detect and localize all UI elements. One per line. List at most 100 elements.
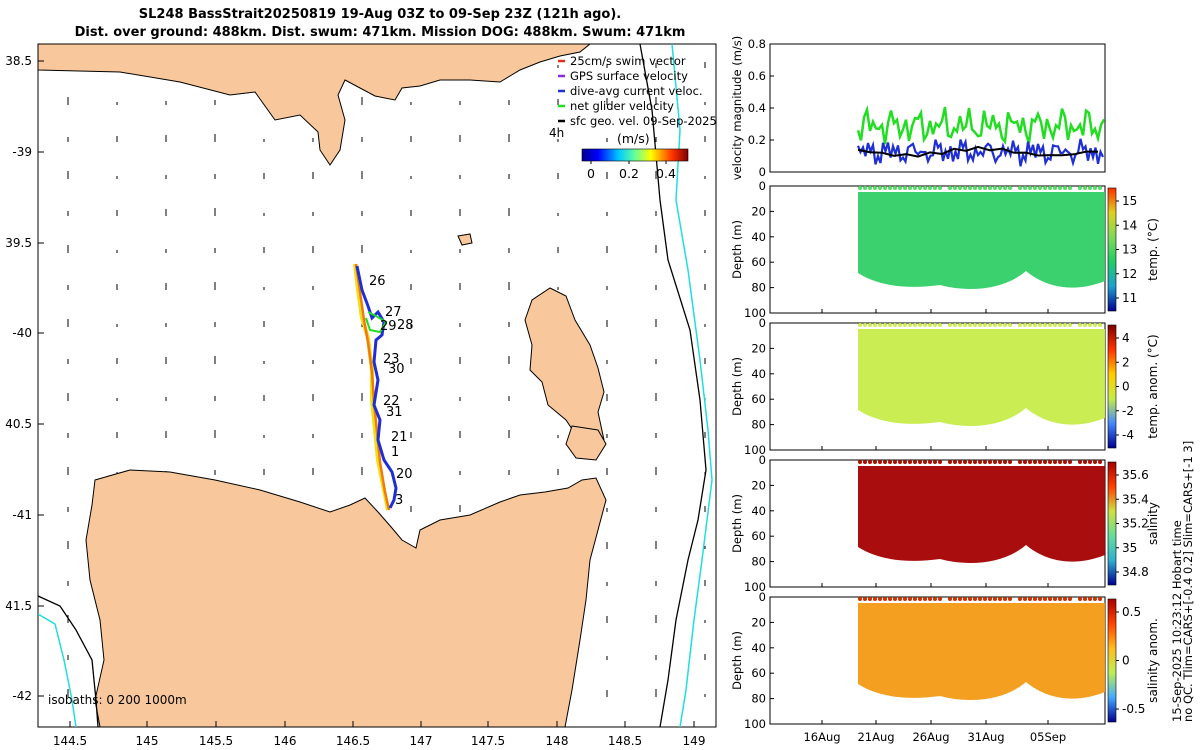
surface-sample-dot	[1098, 597, 1102, 601]
surface-sample-dot	[878, 597, 882, 601]
surface-sample-dot	[883, 597, 887, 601]
surface-sample-dot	[963, 186, 967, 190]
depth-tick-label: 100	[744, 443, 766, 457]
depth-tick-label: 100	[744, 580, 766, 594]
surface-sample-dot	[1008, 460, 1012, 464]
surface-sample-dot	[983, 186, 987, 190]
colorbar-tick-label: -4	[1122, 428, 1134, 442]
surface-sample-dot	[883, 460, 887, 464]
surface-sample-dot	[1093, 323, 1097, 327]
surface-sample-dot	[1048, 460, 1052, 464]
colorbar-tick-label: 35	[1122, 541, 1137, 555]
colorbar-tick-label: 35.4	[1122, 492, 1149, 506]
surface-sample-dot	[918, 597, 922, 601]
map-x-tick-label: 145	[136, 734, 159, 748]
surface-sample-dot	[858, 186, 862, 190]
map-y-tick-label: -39	[12, 145, 32, 159]
velocity-y-tick-label: 0	[759, 165, 766, 179]
surface-sample-dot	[988, 460, 992, 464]
surface-sample-dot	[1043, 323, 1047, 327]
map-x-tick-label: 147	[410, 734, 433, 748]
depth-section-fill	[858, 329, 1105, 426]
isobath-1000m	[671, 44, 713, 727]
surface-sample-dot	[983, 460, 987, 464]
surface-sample-dot	[988, 186, 992, 190]
depth-tick-label: 0	[759, 179, 766, 193]
surface-sample-dot	[973, 597, 977, 601]
depth-tick-label: 20	[751, 341, 766, 355]
surface-sample-dot	[1018, 597, 1022, 601]
track-day-label: 20	[396, 467, 413, 482]
surface-sample-dot	[858, 323, 862, 327]
velocity-y-tick-label: 0.8	[748, 37, 766, 51]
map-y-tick-label: -42	[12, 689, 32, 703]
cape-barren-island	[565, 425, 607, 461]
surface-sample-dot	[998, 323, 1002, 327]
surface-sample-dot	[1003, 460, 1007, 464]
surface-sample-dot	[888, 597, 892, 601]
surface-sample-dot	[1023, 460, 1027, 464]
surface-sample-dot	[1093, 186, 1097, 190]
isobath-200m	[639, 44, 707, 727]
date-tick-label: 21Aug	[857, 730, 894, 744]
track-day-label: 23	[383, 352, 400, 367]
surface-sample-dot	[868, 597, 872, 601]
surface-sample-dot	[1083, 460, 1087, 464]
surface-sample-dot	[888, 460, 892, 464]
colorbar-label: salinity	[1146, 502, 1160, 545]
date-tick-label: 31Aug	[967, 730, 1004, 744]
colorbar-unit: (m/s)	[617, 131, 650, 146]
surface-sample-dot	[1018, 323, 1022, 327]
surface-sample-dot	[1028, 597, 1032, 601]
surface-sample-dot	[1003, 186, 1007, 190]
velocity-plot-frame	[769, 43, 1106, 173]
velocity-y-axis-label: velocity magnitude (m/s)	[730, 36, 744, 181]
surface-sample-dot	[938, 186, 942, 190]
track-day-label: 26	[369, 274, 386, 289]
colorbar-tick-label: 0.5	[1122, 605, 1141, 619]
surface-sample-dot	[1023, 323, 1027, 327]
surface-sample-dot	[898, 186, 902, 190]
surface-sample-dot	[1058, 323, 1062, 327]
surface-sample-dot	[998, 597, 1002, 601]
surface-sample-dot	[1008, 323, 1012, 327]
surface-sample-dot	[1058, 460, 1062, 464]
surface-sample-dot	[978, 597, 982, 601]
legend-label: GPS surface velocity	[570, 69, 688, 83]
surface-sample-dot	[933, 323, 937, 327]
surface-sample-dot	[1048, 186, 1052, 190]
depth-tick-label: 20	[751, 478, 766, 492]
velocity-colorbar	[581, 148, 689, 162]
glider-track-orange	[354, 263, 391, 511]
date-tick-label: 05Sep	[1030, 730, 1066, 744]
depth-tick-label: 80	[751, 418, 766, 432]
surface-sample-dot	[1058, 186, 1062, 190]
timeseries-x-axis: 16Aug 21Aug 26Aug 31Aug 05Sep	[803, 730, 1066, 744]
depth-tick-label: 40	[751, 230, 766, 244]
surface-sample-dot	[1048, 597, 1052, 601]
surface-sample-dot	[923, 186, 927, 190]
date-tick-label: 26Aug	[912, 730, 949, 744]
colorbar-tick-label: 12	[1122, 267, 1137, 281]
surface-sample-dot	[903, 186, 907, 190]
colorbar-label: temp. anom. (°C)	[1146, 334, 1160, 438]
colorbar-tick-label: 35.2	[1122, 517, 1149, 531]
surface-sample-dot	[1018, 186, 1022, 190]
colorbar-tick-label: -2	[1122, 404, 1134, 418]
surface-sample-dot	[1068, 597, 1072, 601]
depth-axis-label: Depth (m)	[730, 357, 744, 416]
depth-tick-label: 40	[751, 641, 766, 655]
surface-sample-dot	[893, 597, 897, 601]
surface-sample-dot	[868, 186, 872, 190]
net-glider-velocity-series	[856, 104, 1106, 145]
track-day-label: 27	[385, 305, 402, 320]
depth-section-fill	[858, 466, 1105, 563]
surface-sample-dot	[1028, 323, 1032, 327]
colorbar-tick-label: -0.5	[1122, 702, 1145, 716]
surface-sample-dot	[958, 186, 962, 190]
